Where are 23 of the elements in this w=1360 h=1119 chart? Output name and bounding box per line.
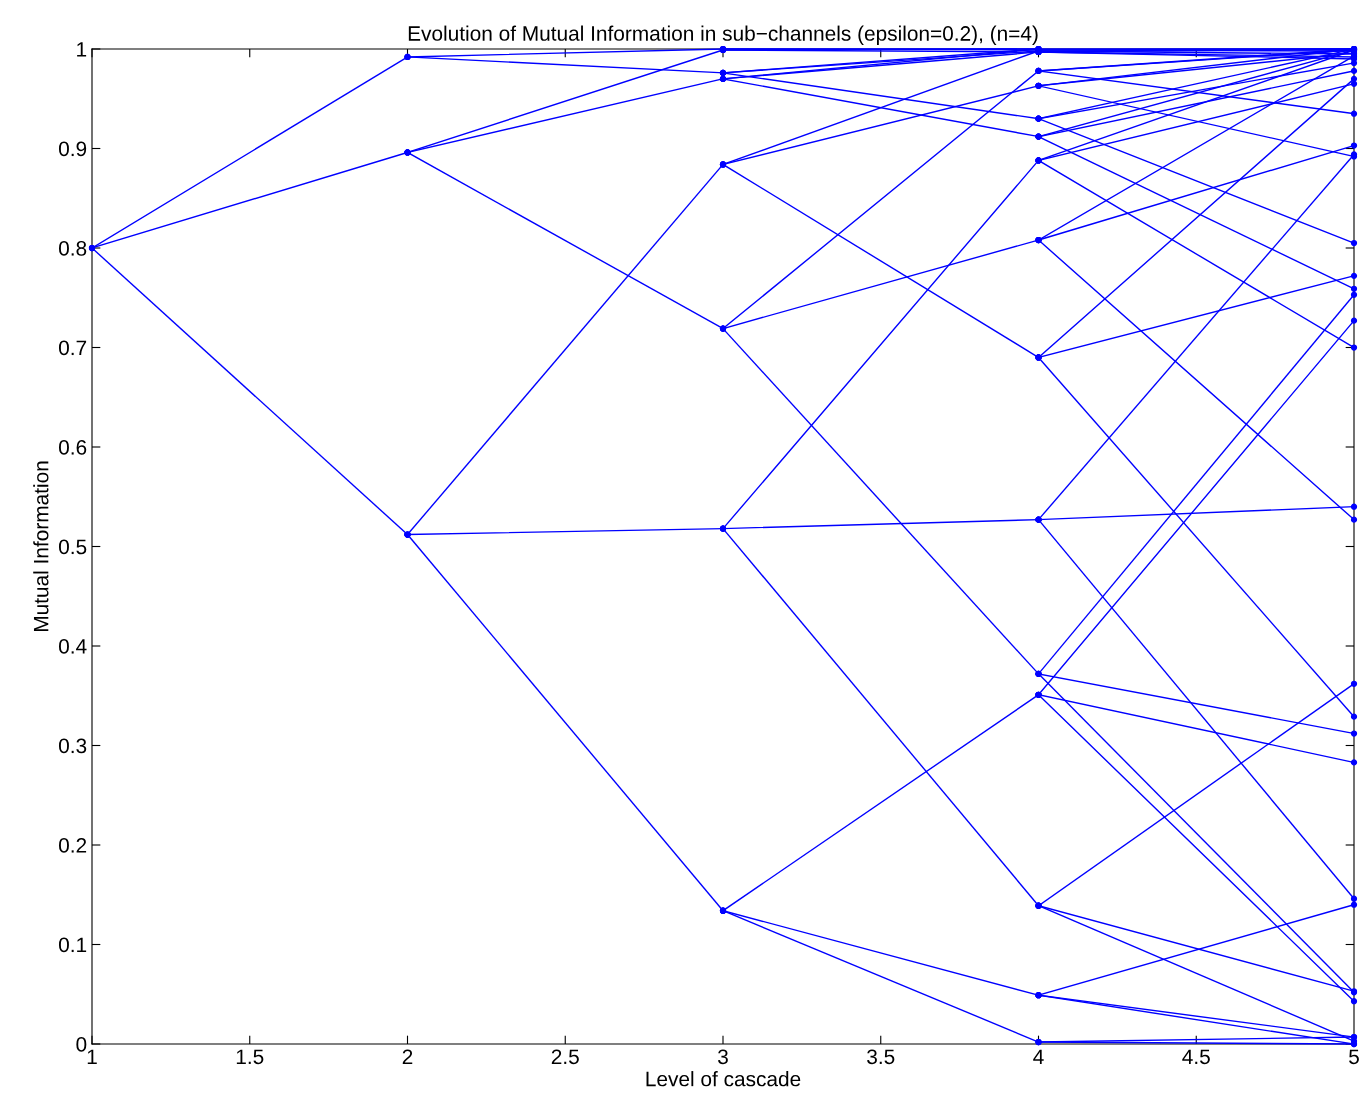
y-tick-label: 0.6 [58, 440, 87, 455]
x-tick-label: 4.5 [1182, 1049, 1210, 1065]
x-tick-label: 1 [87, 1049, 97, 1064]
x-tick-label: 3.5 [867, 1049, 895, 1065]
y-tick-label: 0.3 [58, 738, 87, 754]
x-axis-title: Level of cascade [646, 1071, 801, 1087]
x-tick-label: 5 [1349, 1049, 1359, 1065]
y-tick-label: 0.7 [58, 340, 87, 356]
x-tick-label: 2.5 [551, 1049, 579, 1065]
x-tick-label: 2 [402, 1049, 413, 1064]
y-tick-label: 0.5 [58, 539, 87, 555]
y-tick-label: 0 [76, 1037, 87, 1052]
x-tick-label: 1.5 [236, 1049, 264, 1065]
x-tick-label: 4 [1033, 1049, 1044, 1064]
y-tick-label: 0.4 [58, 639, 87, 654]
x-tick-label: 3 [718, 1049, 728, 1065]
chart-title: Evolution of Mutual Information in sub−channels (epsilon=0.2), (n=4) [408, 25, 1038, 45]
y-tick-label: 0.1 [58, 937, 87, 953]
y-tick-label: 0.9 [58, 141, 87, 157]
y-tick-label: 1 [77, 42, 87, 57]
y-tick-label: 0.8 [58, 241, 87, 256]
y-axis-title: Mutual Information [33, 461, 49, 632]
y-tick-label: 0.2 [58, 838, 87, 853]
